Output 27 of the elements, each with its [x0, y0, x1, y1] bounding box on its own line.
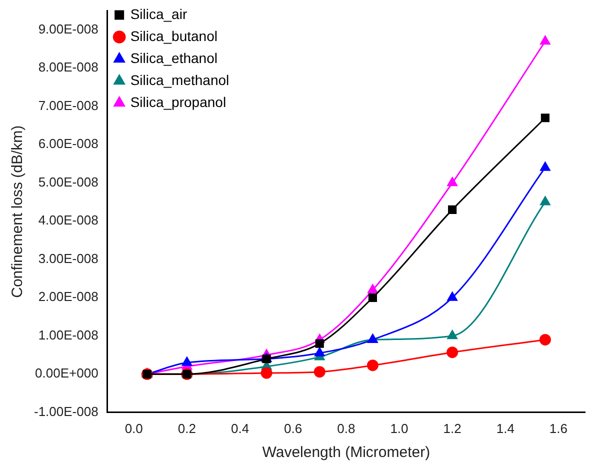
y-tick-label: -1.00E-008	[34, 404, 98, 419]
y-tick-label: 5.00E-008	[38, 174, 98, 190]
legend-label: Silica_butanol	[130, 28, 218, 44]
x-tick-label: 0.2	[178, 420, 196, 436]
x-tick-label: 0.4	[230, 420, 250, 436]
x-axis-title: Wavelength (Micrometer)	[262, 444, 430, 462]
y-tick-label: 6.00E-008	[38, 136, 98, 152]
x-tick-label: 1.0	[390, 420, 408, 436]
y-tick-label: 2.00E-008	[38, 289, 98, 304]
y-tick-label: 1.00E-008	[38, 327, 98, 342]
x-tick-label: 1.4	[496, 420, 514, 436]
x-tick-label: 1.6	[549, 420, 568, 436]
legend-label: Silica_methanol	[130, 72, 230, 88]
legend-label: Silica_air	[130, 6, 188, 22]
y-axis-title: Confinement loss (dB/km)	[9, 125, 26, 298]
legend-label: Silica_propanol	[130, 94, 226, 110]
y-tick-label: 4.00E-008	[38, 212, 98, 228]
y-tick-label: 7.00E-008	[38, 98, 98, 113]
x-tick-label: 0.0	[124, 420, 143, 436]
legend-label: Silica_ethanol	[130, 50, 218, 66]
x-tick-label: 0.6	[284, 420, 302, 436]
y-tick-label: 3.00E-008	[38, 250, 98, 266]
x-tick-label: 0.8	[337, 420, 356, 436]
y-tick-label: 9.00E-008	[38, 22, 98, 36]
y-tick-label: 0.00E+000	[35, 366, 98, 381]
x-tick-label: 1.2	[443, 420, 462, 436]
y-tick-label: 8.00E-008	[38, 60, 98, 75]
